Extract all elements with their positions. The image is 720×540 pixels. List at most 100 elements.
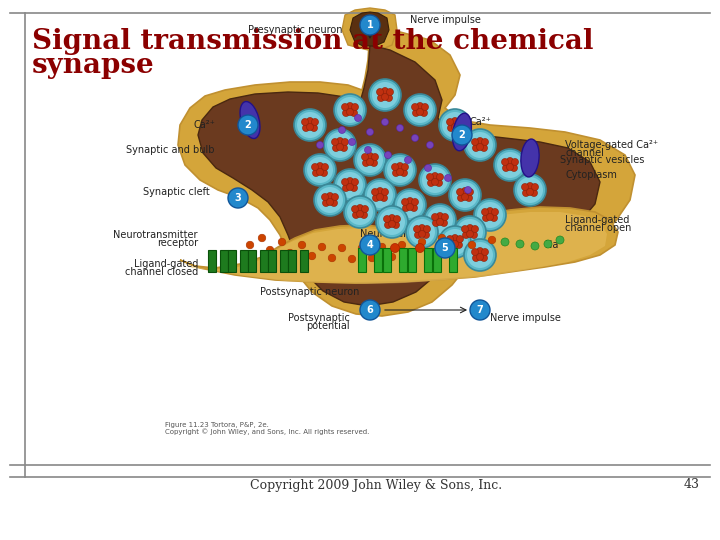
- Circle shape: [278, 238, 286, 246]
- Text: Ligand-gated: Ligand-gated: [565, 215, 629, 225]
- Circle shape: [317, 187, 343, 213]
- Circle shape: [451, 118, 459, 125]
- Circle shape: [378, 243, 386, 251]
- Circle shape: [287, 249, 294, 257]
- FancyBboxPatch shape: [208, 250, 216, 272]
- Circle shape: [402, 199, 408, 206]
- Circle shape: [477, 253, 484, 260]
- Circle shape: [412, 134, 418, 141]
- Text: Copyright 2009 John Wiley & Sons, Inc.: Copyright 2009 John Wiley & Sons, Inc.: [250, 478, 502, 491]
- Circle shape: [343, 185, 349, 192]
- Circle shape: [397, 125, 403, 132]
- Circle shape: [354, 144, 386, 176]
- Circle shape: [384, 215, 390, 222]
- Circle shape: [392, 164, 398, 171]
- Circle shape: [346, 109, 354, 116]
- Circle shape: [353, 212, 359, 219]
- Circle shape: [302, 125, 310, 132]
- Circle shape: [348, 255, 356, 263]
- Circle shape: [320, 170, 328, 177]
- Ellipse shape: [521, 139, 539, 177]
- Text: potential: potential: [307, 321, 350, 331]
- Polygon shape: [342, 8, 397, 50]
- FancyBboxPatch shape: [399, 248, 407, 272]
- Circle shape: [446, 235, 454, 242]
- Circle shape: [531, 184, 539, 191]
- Circle shape: [494, 149, 526, 181]
- Circle shape: [364, 179, 396, 211]
- Circle shape: [310, 125, 318, 132]
- Circle shape: [514, 174, 546, 206]
- Circle shape: [380, 194, 387, 201]
- Circle shape: [406, 216, 438, 248]
- Circle shape: [531, 190, 538, 197]
- Circle shape: [317, 163, 323, 170]
- Circle shape: [360, 235, 380, 255]
- Ellipse shape: [453, 113, 472, 151]
- Text: 7: 7: [477, 305, 483, 315]
- Text: Nerve impulse: Nerve impulse: [490, 313, 561, 323]
- Circle shape: [412, 199, 418, 206]
- FancyBboxPatch shape: [248, 250, 256, 272]
- Circle shape: [389, 220, 395, 227]
- Circle shape: [466, 194, 472, 201]
- Circle shape: [307, 118, 313, 125]
- Circle shape: [323, 199, 330, 206]
- Circle shape: [354, 114, 361, 122]
- Circle shape: [456, 125, 462, 132]
- Circle shape: [448, 125, 454, 132]
- Circle shape: [472, 138, 479, 145]
- Circle shape: [343, 110, 349, 117]
- Text: 2: 2: [459, 130, 465, 140]
- Circle shape: [441, 213, 449, 220]
- Circle shape: [377, 187, 384, 194]
- Circle shape: [334, 94, 366, 126]
- Circle shape: [360, 15, 380, 35]
- Circle shape: [526, 183, 534, 190]
- Circle shape: [351, 179, 359, 186]
- Circle shape: [431, 172, 438, 179]
- Circle shape: [297, 112, 323, 138]
- Circle shape: [407, 204, 413, 211]
- FancyBboxPatch shape: [268, 250, 276, 272]
- FancyBboxPatch shape: [449, 248, 457, 272]
- FancyBboxPatch shape: [383, 248, 391, 272]
- Circle shape: [464, 129, 496, 161]
- Circle shape: [322, 164, 328, 171]
- Circle shape: [426, 173, 433, 180]
- Circle shape: [351, 206, 359, 213]
- Circle shape: [238, 115, 258, 135]
- Circle shape: [477, 247, 484, 254]
- Circle shape: [331, 138, 338, 145]
- Circle shape: [441, 219, 448, 226]
- Circle shape: [468, 241, 476, 249]
- FancyBboxPatch shape: [358, 248, 366, 272]
- Circle shape: [452, 182, 478, 208]
- Circle shape: [451, 240, 459, 247]
- Circle shape: [457, 194, 464, 201]
- Circle shape: [415, 232, 421, 239]
- Circle shape: [337, 97, 363, 123]
- Circle shape: [448, 245, 456, 253]
- Circle shape: [467, 231, 474, 238]
- Circle shape: [421, 104, 428, 111]
- Circle shape: [464, 239, 496, 271]
- Circle shape: [372, 188, 379, 195]
- Circle shape: [409, 219, 435, 245]
- Circle shape: [480, 254, 487, 261]
- Text: Voltage-gated Ca²⁺: Voltage-gated Ca²⁺: [565, 140, 658, 150]
- Text: Neurotransmitter: Neurotransmitter: [114, 230, 198, 240]
- Polygon shape: [198, 45, 600, 306]
- Text: 2: 2: [245, 120, 251, 130]
- Circle shape: [326, 199, 333, 206]
- Circle shape: [371, 159, 377, 166]
- Text: Synaptic cleft: Synaptic cleft: [143, 187, 210, 197]
- Text: 4: 4: [366, 240, 374, 250]
- Circle shape: [394, 189, 426, 221]
- Text: Copyright © John Wiley, and Sons, Inc. All rights reserved.: Copyright © John Wiley, and Sons, Inc. A…: [165, 429, 369, 435]
- Polygon shape: [350, 12, 389, 46]
- Circle shape: [368, 254, 376, 262]
- Text: 3: 3: [235, 193, 241, 203]
- Circle shape: [338, 126, 346, 133]
- Circle shape: [418, 231, 426, 238]
